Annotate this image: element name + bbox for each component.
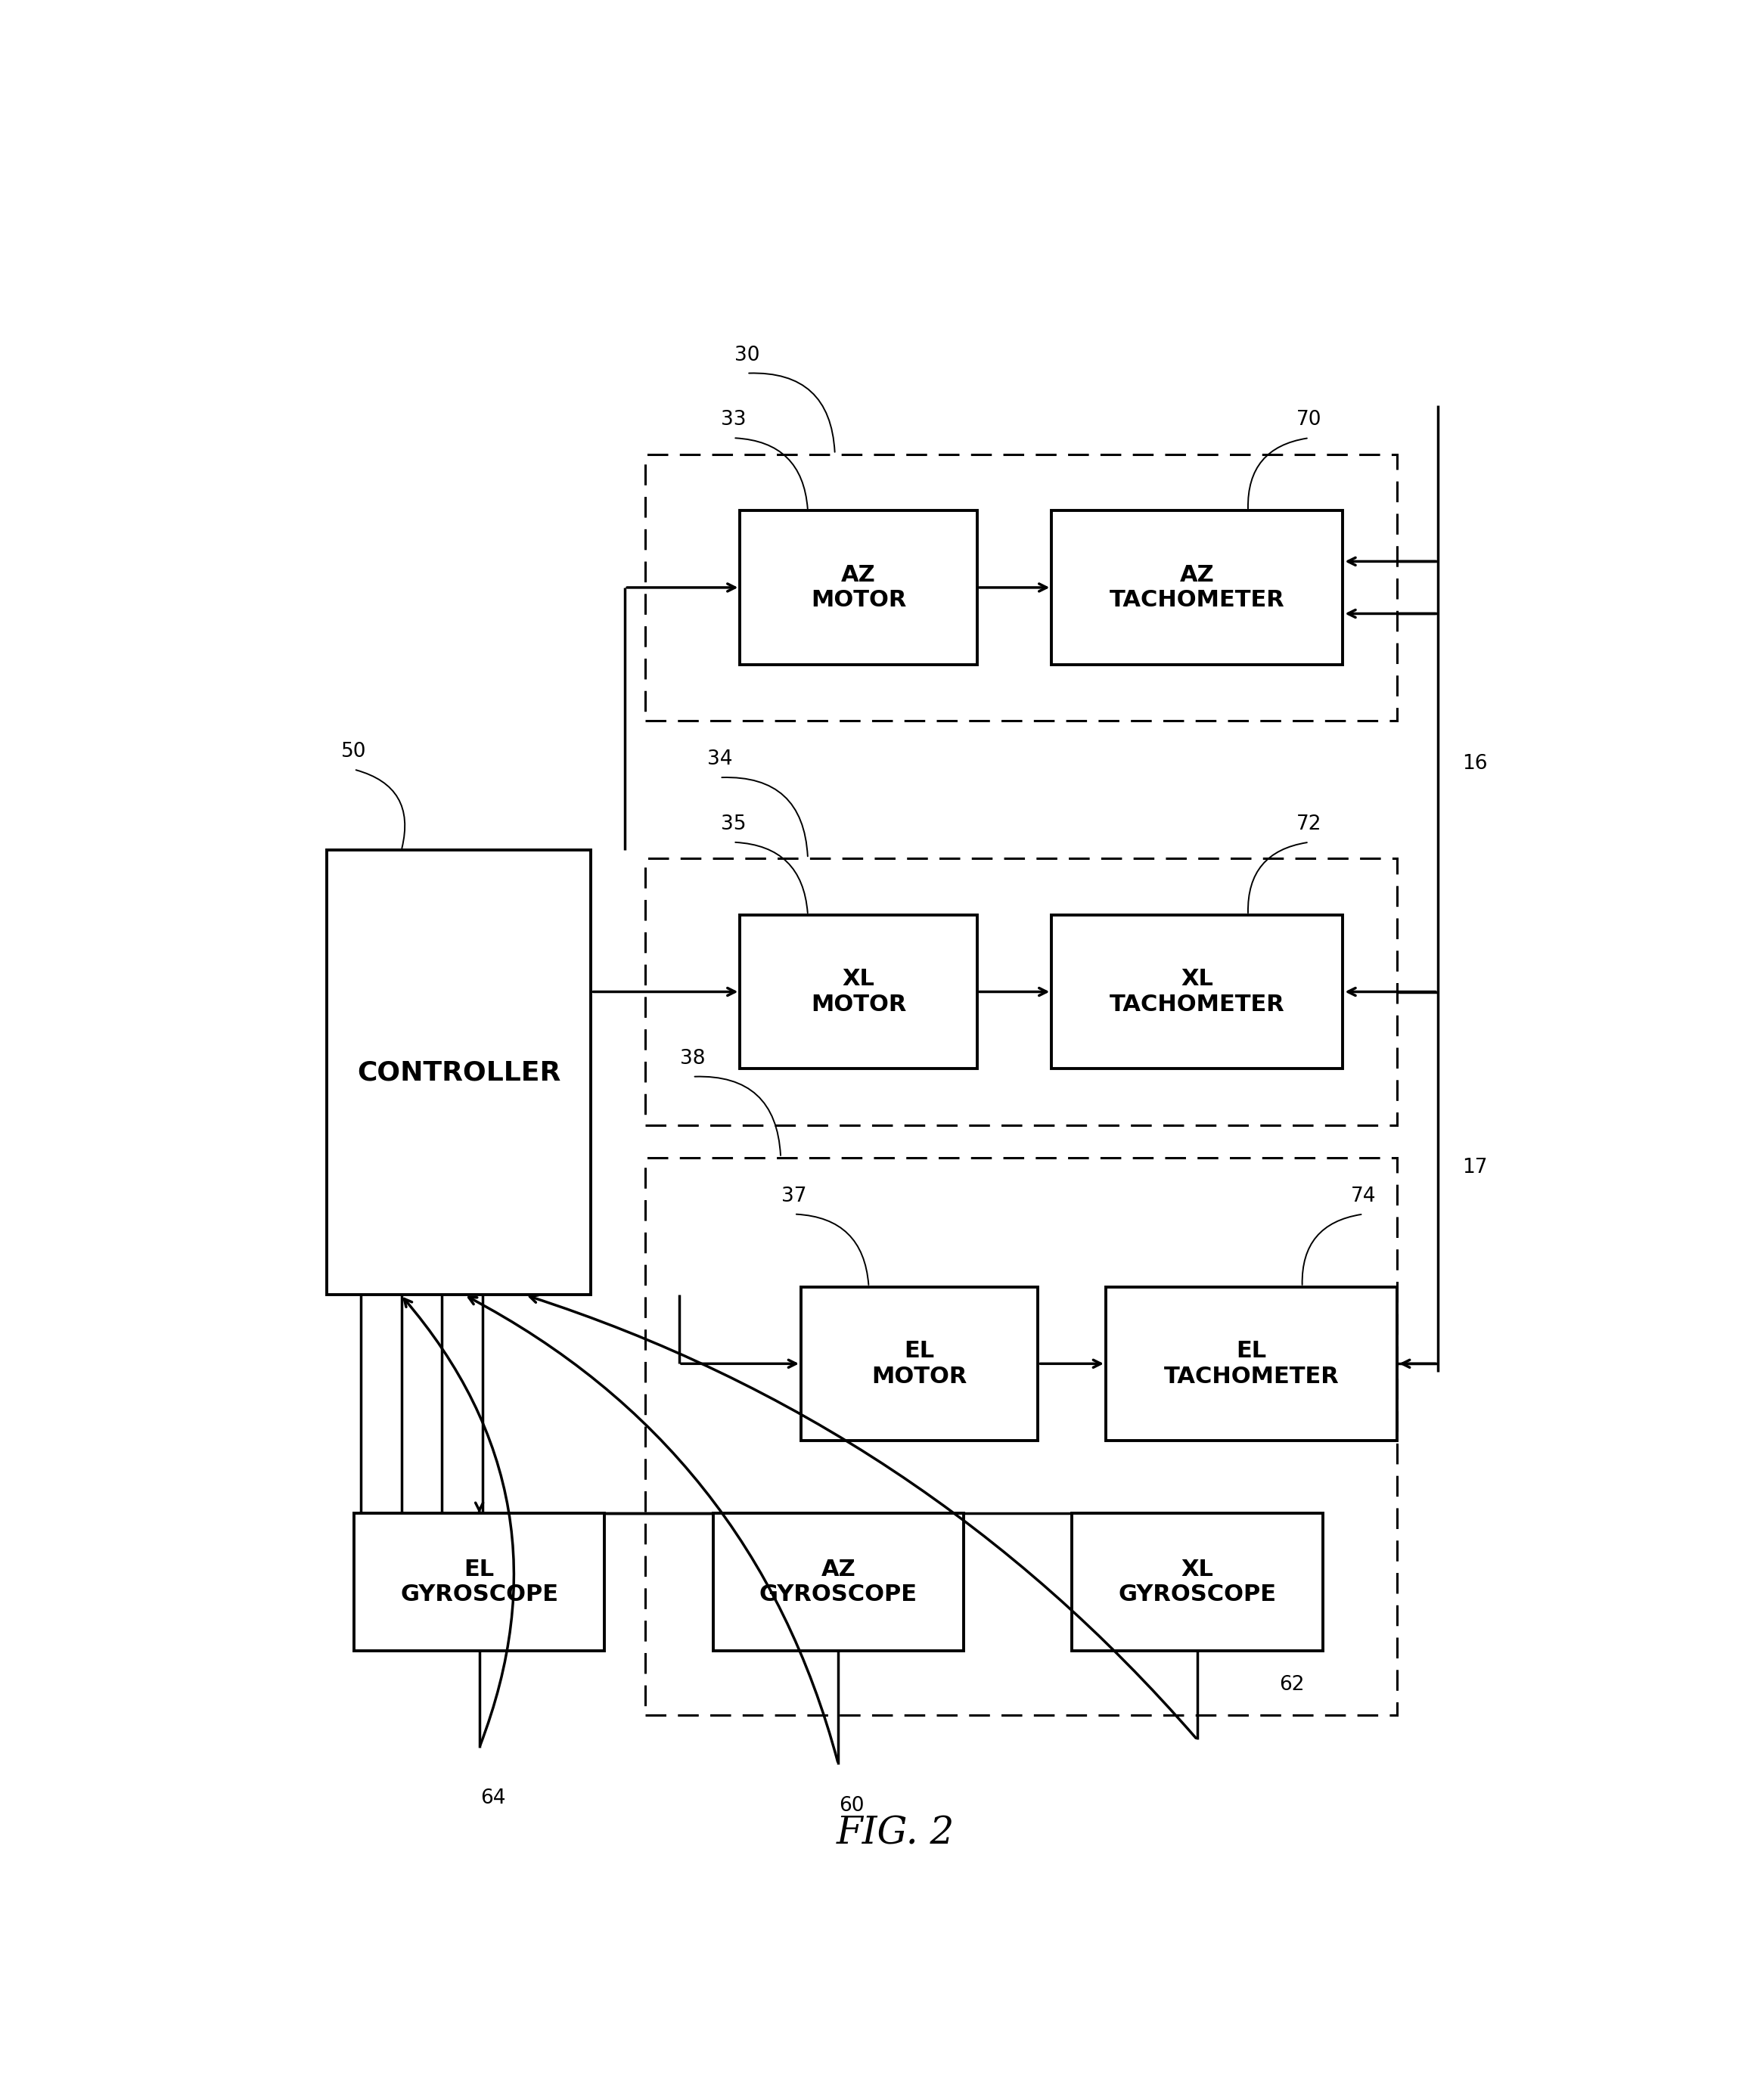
Text: 64: 64 bbox=[481, 1787, 505, 1808]
Text: 35: 35 bbox=[720, 815, 746, 834]
FancyBboxPatch shape bbox=[327, 851, 591, 1296]
Text: AZ
TACHOMETER: AZ TACHOMETER bbox=[1110, 565, 1285, 611]
FancyBboxPatch shape bbox=[739, 510, 977, 664]
Text: 72: 72 bbox=[1297, 815, 1321, 834]
FancyBboxPatch shape bbox=[1106, 1287, 1397, 1441]
Text: EL
MOTOR: EL MOTOR bbox=[872, 1340, 967, 1388]
Text: 38: 38 bbox=[680, 1048, 704, 1069]
FancyBboxPatch shape bbox=[1052, 916, 1342, 1069]
FancyBboxPatch shape bbox=[713, 1514, 963, 1651]
Text: 70: 70 bbox=[1297, 410, 1321, 430]
Text: XL
MOTOR: XL MOTOR bbox=[811, 968, 907, 1016]
Text: 33: 33 bbox=[720, 410, 746, 430]
Text: 37: 37 bbox=[781, 1186, 808, 1205]
Text: FIG. 2: FIG. 2 bbox=[837, 1814, 954, 1852]
Text: 30: 30 bbox=[734, 347, 759, 365]
FancyBboxPatch shape bbox=[353, 1514, 605, 1651]
FancyBboxPatch shape bbox=[801, 1287, 1038, 1441]
Text: 34: 34 bbox=[708, 750, 732, 769]
FancyBboxPatch shape bbox=[1052, 510, 1342, 664]
Text: CONTROLLER: CONTROLLER bbox=[357, 1060, 561, 1086]
Text: XL
TACHOMETER: XL TACHOMETER bbox=[1110, 968, 1285, 1016]
Text: 60: 60 bbox=[839, 1796, 865, 1816]
Text: AZ
MOTOR: AZ MOTOR bbox=[811, 565, 907, 611]
FancyBboxPatch shape bbox=[1072, 1514, 1323, 1651]
Text: AZ
GYROSCOPE: AZ GYROSCOPE bbox=[759, 1558, 918, 1607]
FancyBboxPatch shape bbox=[739, 916, 977, 1069]
Text: 17: 17 bbox=[1461, 1157, 1488, 1178]
Text: EL
TACHOMETER: EL TACHOMETER bbox=[1164, 1340, 1339, 1388]
Text: XL
GYROSCOPE: XL GYROSCOPE bbox=[1119, 1558, 1276, 1607]
Text: 74: 74 bbox=[1351, 1186, 1376, 1205]
Text: 16: 16 bbox=[1461, 754, 1488, 773]
Text: 50: 50 bbox=[341, 741, 367, 762]
Text: 62: 62 bbox=[1280, 1676, 1304, 1695]
Text: EL
GYROSCOPE: EL GYROSCOPE bbox=[400, 1558, 558, 1607]
